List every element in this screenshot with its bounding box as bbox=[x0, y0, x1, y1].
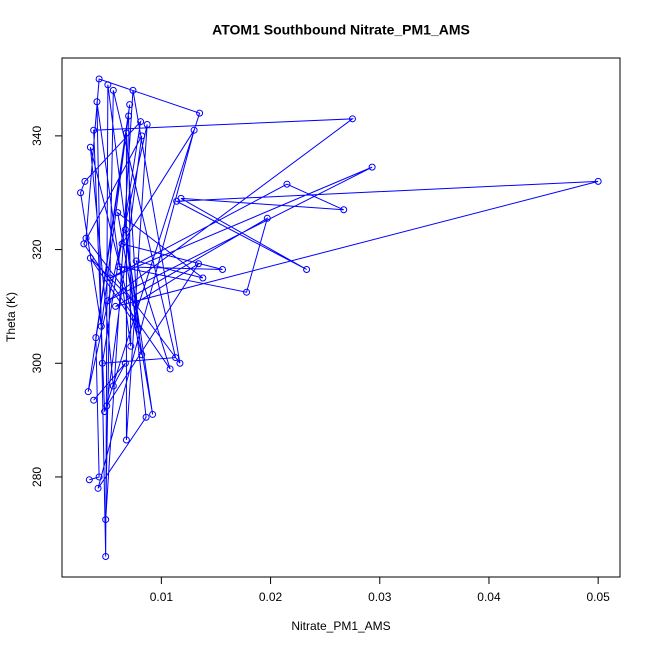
data-point bbox=[90, 396, 98, 404]
data-point bbox=[122, 436, 130, 444]
data-point bbox=[138, 351, 146, 359]
data-point bbox=[86, 254, 94, 262]
data-point bbox=[98, 359, 106, 367]
data-point bbox=[121, 226, 129, 234]
data-point bbox=[348, 115, 356, 123]
data-point bbox=[132, 257, 140, 265]
x-tick-label: 0.05 bbox=[586, 590, 610, 604]
data-point bbox=[97, 322, 105, 330]
x-tick-label: 0.03 bbox=[368, 590, 392, 604]
data-point bbox=[92, 334, 100, 342]
data-point bbox=[138, 132, 146, 140]
data-point bbox=[594, 177, 602, 185]
data-point bbox=[125, 112, 133, 120]
x-tick-label: 0.01 bbox=[150, 590, 174, 604]
data-point bbox=[95, 473, 103, 481]
data-point bbox=[121, 359, 129, 367]
x-axis-label: Nitrate_PM1_AMS bbox=[291, 619, 390, 633]
y-tick-label: 300 bbox=[30, 353, 44, 373]
data-point bbox=[196, 109, 204, 117]
y-axis-label: Theta (K) bbox=[4, 292, 18, 342]
data-point bbox=[149, 410, 157, 418]
data-point bbox=[368, 163, 376, 171]
data-point bbox=[173, 197, 181, 205]
data-point bbox=[86, 143, 94, 151]
data-point bbox=[94, 484, 102, 492]
data-point bbox=[190, 126, 198, 134]
chart-title: ATOM1 Southbound Nitrate_PM1_AMS bbox=[212, 22, 470, 38]
data-point bbox=[109, 86, 117, 94]
data-point bbox=[85, 476, 93, 484]
plot-frame bbox=[61, 57, 621, 578]
data-point bbox=[106, 274, 114, 282]
data-point bbox=[122, 129, 130, 137]
data-point bbox=[103, 402, 111, 410]
data-point bbox=[109, 382, 117, 390]
data-point bbox=[114, 209, 122, 217]
data-point bbox=[80, 240, 88, 248]
data-point bbox=[199, 274, 207, 282]
data-point bbox=[118, 240, 126, 248]
data-point bbox=[134, 325, 142, 333]
data-point bbox=[340, 206, 348, 214]
data-point bbox=[283, 180, 291, 188]
data-point bbox=[101, 408, 109, 416]
data-point bbox=[303, 265, 311, 273]
data-point bbox=[176, 359, 184, 367]
data-point bbox=[142, 413, 150, 421]
y-tick-label: 340 bbox=[30, 126, 44, 146]
y-tick-label: 320 bbox=[30, 239, 44, 259]
data-point bbox=[166, 365, 174, 373]
data-point bbox=[102, 553, 110, 561]
data-point bbox=[82, 234, 90, 242]
data-point bbox=[93, 98, 101, 106]
data-point bbox=[172, 354, 180, 362]
data-point bbox=[194, 260, 202, 268]
data-point bbox=[263, 214, 271, 222]
data-point bbox=[104, 297, 112, 305]
data-point bbox=[95, 75, 103, 83]
data-point bbox=[143, 121, 151, 129]
data-point bbox=[81, 177, 89, 185]
data-point bbox=[137, 118, 145, 126]
data-line bbox=[80, 78, 599, 557]
data-point bbox=[243, 288, 251, 296]
data-point bbox=[115, 263, 123, 271]
data-point bbox=[77, 189, 85, 197]
data-point bbox=[90, 126, 98, 134]
x-tick-label: 0.04 bbox=[477, 590, 501, 604]
data-point bbox=[102, 516, 110, 524]
data-point bbox=[131, 300, 139, 308]
data-point bbox=[104, 81, 112, 89]
x-tick-label: 0.02 bbox=[259, 590, 283, 604]
data-point bbox=[112, 302, 120, 310]
data-point bbox=[127, 342, 135, 350]
y-tick-label: 280 bbox=[30, 467, 44, 487]
data-point bbox=[219, 265, 227, 273]
data-point bbox=[84, 388, 92, 396]
data-point bbox=[129, 86, 137, 94]
data-point bbox=[126, 101, 134, 109]
